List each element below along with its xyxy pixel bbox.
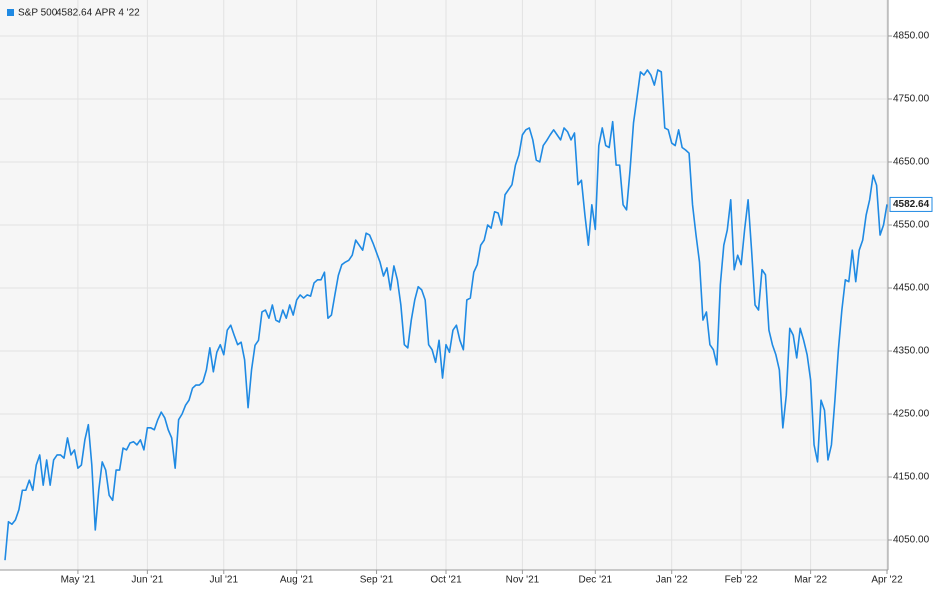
plot-background [0,0,888,570]
x-tick-label: Jun '21 [131,575,163,586]
legend-date: APR 4 '22 [95,8,140,19]
y-tick-label: 4250.00 [893,409,930,420]
x-tick-label: May '21 [61,575,96,586]
x-tick-label: Nov '21 [506,575,540,586]
x-tick-label: Feb '22 [725,575,758,586]
y-tick-label: 4050.00 [893,535,930,546]
x-tick-label: Sep '21 [360,575,394,586]
legend-swatch [7,9,14,16]
y-tick-label: 4350.00 [893,346,930,357]
y-tick-label: 4450.00 [893,283,930,294]
y-tick-label: 4750.00 [893,94,930,105]
x-tick-label: Oct '21 [430,575,462,586]
line [4,69,888,561]
legend: S&P 500 4582.64 APR 4 '22 [7,8,140,19]
x-tick-label: Dec '21 [579,575,613,586]
y-tick-label: 4850.00 [893,31,930,42]
x-tick-label: Jan '22 [656,575,688,586]
last-value-box [889,196,933,212]
y-tick-label: 4650.00 [893,157,930,168]
y-tick-label: 4550.00 [893,220,930,231]
x-tick-label: Mar '22 [794,575,827,586]
legend-label: S&P 500 [18,8,58,19]
legend-value: 4582.64 [56,8,93,19]
x-tick-label: Aug '21 [280,575,314,586]
x-tick-label: Apr '22 [871,575,903,586]
x-tick-label: Jul '21 [209,575,238,586]
y-tick-label: 4150.00 [893,472,930,483]
last-value-label: 4582.64 [893,199,930,210]
